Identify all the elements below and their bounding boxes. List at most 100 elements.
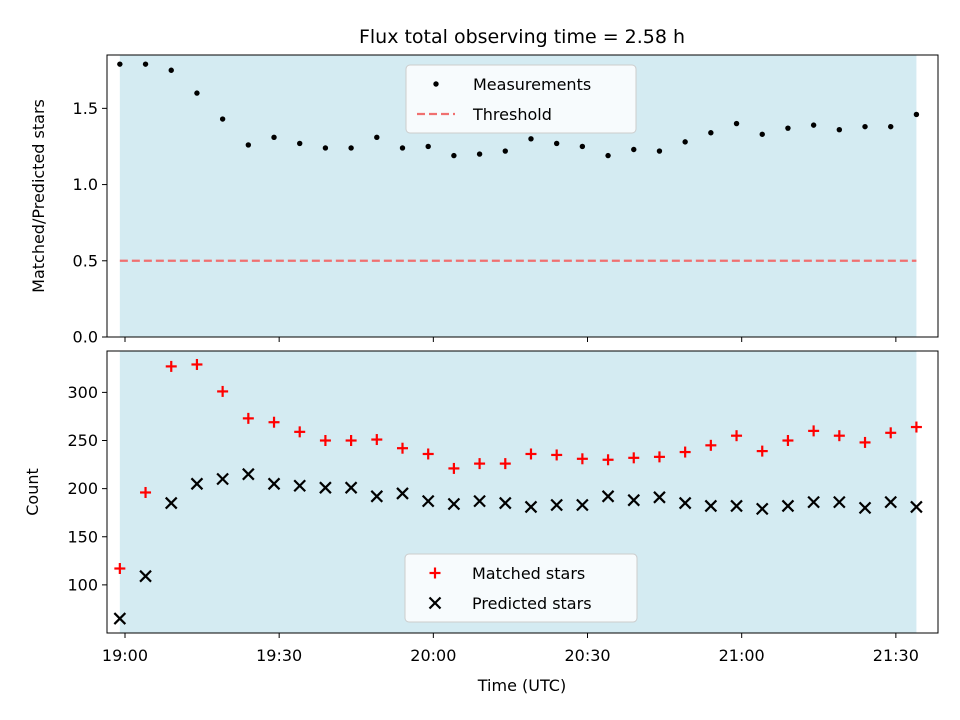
matched-star-marker: [268, 416, 280, 428]
measurement-point: [810, 122, 817, 128]
matched-star-marker: [756, 445, 768, 457]
legend-matched-marker: [429, 567, 441, 579]
predicted-star-marker: [319, 481, 332, 494]
matched-star-marker: [217, 385, 229, 397]
bottom-legend: Matched stars Predicted stars: [404, 553, 638, 623]
top-y-tick-label: 0.5: [73, 251, 98, 270]
bottom-panel: 100 150 200 250 300 19:00 19:30 20:00 20:30 21:0…: [23, 350, 939, 665]
legend-box: [404, 553, 638, 623]
matched-star-marker: [833, 430, 845, 442]
legend-matched-label: Matched stars: [472, 564, 585, 583]
matched-star-marker: [371, 434, 383, 446]
predicted-star-marker: [421, 494, 435, 508]
legend-measurements-label: Measurements: [473, 75, 591, 94]
measurements-points: [117, 61, 920, 159]
bottom-y-tick-label: 250: [67, 431, 98, 450]
predicted-star-marker: [473, 494, 486, 508]
bottom-y-tick-label: 300: [67, 383, 98, 402]
measurement-point: [656, 148, 663, 154]
matched-star-marker: [859, 436, 871, 448]
predicted-star-marker: [447, 497, 461, 511]
top-y-axis-label: Matched/Predicted stars: [29, 99, 48, 293]
matched-star-marker: [114, 563, 126, 575]
measurement-point: [399, 145, 406, 151]
predicted-star-marker: [293, 479, 306, 493]
matched-star-marker: [499, 458, 511, 470]
matched-star-marker: [397, 442, 409, 454]
matched-star-marker: [653, 451, 665, 463]
x-tick-label: 21:00: [719, 646, 765, 665]
predicted-star-marker: [113, 612, 127, 625]
x-tick-label: 19:30: [256, 646, 302, 665]
measurement-point: [836, 126, 843, 133]
predicted-star-marker: [601, 490, 615, 503]
predicted-star-marker: [807, 495, 820, 509]
matched-star-marker: [808, 425, 820, 437]
matched-star-marker: [628, 452, 640, 464]
x-axis-label: Time (UTC): [477, 676, 566, 695]
measurement-point: [862, 123, 868, 130]
matched-star-marker: [705, 439, 717, 451]
chart-title: Flux total observing time = 2.58 h: [359, 26, 685, 48]
measurement-point: [913, 111, 920, 118]
x-tick-label: 19:00: [102, 646, 148, 665]
predicted-star-marker: [704, 499, 718, 513]
bottom-x-ticks: 19:00 19:30 20:00 20:30 21:00 21:30: [102, 633, 919, 665]
bottom-y-tick-label: 100: [67, 575, 98, 594]
bottom-y-tick-label: 200: [67, 479, 98, 498]
top-legend: Measurements Threshold: [405, 64, 637, 134]
matched-star-marker: [165, 360, 177, 372]
matched-star-marker: [319, 435, 331, 447]
matched-star-marker: [474, 458, 486, 470]
x-tick-label: 20:00: [410, 646, 456, 665]
bottom-y-ticks: 100 150 200 250 300: [67, 383, 107, 594]
bottom-y-tick-label: 150: [67, 527, 98, 546]
matched-star-marker: [731, 430, 743, 442]
top-y-tick-label: 0.0: [73, 328, 98, 347]
measurement-point: [271, 134, 277, 141]
legend-predicted-label: Predicted stars: [472, 594, 592, 613]
matched-star-marker: [576, 453, 588, 465]
predicted-star-marker: [678, 496, 692, 510]
top-x-ticks: [124, 337, 897, 342]
matched-star-marker: [910, 421, 922, 433]
matched-star-marker: [602, 454, 614, 466]
top-y-tick-label: 1.5: [73, 99, 98, 118]
matched-star-marker: [191, 358, 203, 370]
measurement-point: [425, 143, 431, 150]
predicted-star-marker: [242, 467, 255, 481]
predicted-star-marker: [396, 487, 409, 500]
bottom-axes-frame: [106, 350, 939, 634]
matched-star-marker: [885, 427, 897, 439]
predicted-star-marker: [164, 496, 178, 510]
measurement-point: [245, 142, 252, 148]
predicted-star-marker: [524, 500, 538, 514]
predicted-star-marker: [499, 496, 512, 510]
top-y-ticks: 0.0 0.5 1.0 1.5: [73, 99, 107, 347]
predicted-star-marker: [755, 502, 769, 516]
measurement-point: [476, 151, 483, 157]
measurement-point: [553, 140, 560, 147]
legend-box: [405, 64, 637, 134]
matched-star-marker: [448, 462, 460, 474]
legend-predicted-marker: [428, 596, 442, 610]
predicted-star-marker: [858, 501, 872, 515]
top-panel: 0.0 0.5 1.0 1.5 Matched/Predicted stars Mea…: [29, 54, 939, 347]
matched-star-marker: [345, 435, 357, 447]
measurement-point: [528, 136, 534, 142]
x-tick-label: 20:30: [564, 646, 610, 665]
predicted-star-marker: [139, 569, 152, 583]
measurement-point: [322, 145, 329, 151]
measurement-point: [888, 123, 894, 130]
measurement-point: [708, 130, 714, 136]
measurement-point: [117, 61, 123, 67]
measurement-point: [682, 139, 688, 145]
legend-threshold-label: Threshold: [472, 105, 552, 124]
measurement-point: [785, 125, 791, 131]
measurement-point: [142, 61, 149, 67]
predicted-star-marker: [267, 477, 281, 491]
measurement-point: [451, 152, 457, 159]
measurement-point: [631, 146, 637, 153]
matched-star-marker: [782, 435, 794, 447]
